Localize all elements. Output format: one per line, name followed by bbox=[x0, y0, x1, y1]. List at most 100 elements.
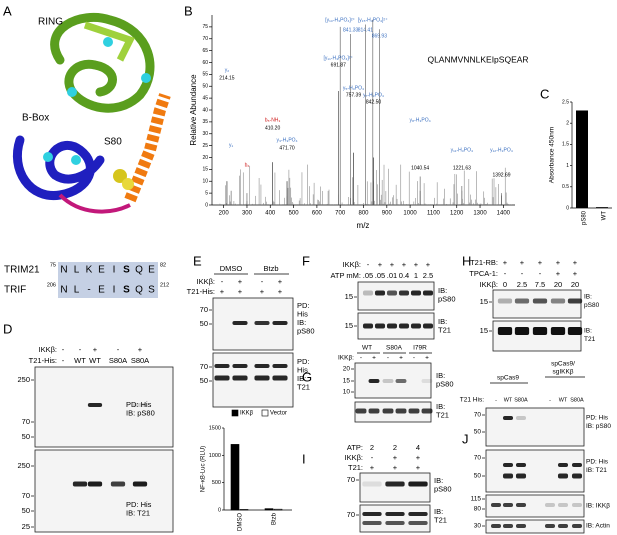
band bbox=[386, 323, 398, 329]
domain-label: B-Box bbox=[22, 113, 49, 124]
y-tick-label: 45 bbox=[202, 95, 208, 101]
lane-mark: + bbox=[426, 260, 431, 269]
y-axis-label: Absorbance 450nm bbox=[549, 127, 556, 183]
row-label: IKKβ: bbox=[197, 277, 216, 286]
residue-number: 82 bbox=[160, 262, 166, 268]
blot bbox=[485, 494, 585, 518]
lane-mark: 2 bbox=[370, 443, 374, 452]
peak-label: y₃-H₃PO₄ bbox=[276, 137, 297, 143]
band bbox=[385, 512, 405, 516]
group-label: I79R bbox=[413, 345, 427, 352]
y-tick-label: 15 bbox=[202, 167, 208, 173]
legend-label: Vector bbox=[270, 411, 287, 417]
residue: I bbox=[113, 285, 116, 296]
y-tick-label: 1500 bbox=[209, 425, 221, 431]
blot-label: His bbox=[297, 309, 308, 318]
blot bbox=[485, 519, 585, 534]
x-tick-label: 500 bbox=[289, 211, 300, 217]
mw-marker: 50 bbox=[200, 376, 208, 385]
band bbox=[515, 503, 527, 507]
band bbox=[355, 408, 367, 414]
mw-marker: 25 bbox=[22, 522, 30, 531]
band bbox=[408, 521, 428, 525]
y-tick-label: 55 bbox=[202, 72, 208, 78]
lane-mark: 2.5 bbox=[517, 280, 527, 289]
panel-letter: A bbox=[3, 3, 12, 18]
band bbox=[557, 463, 569, 467]
band bbox=[497, 298, 513, 304]
band bbox=[571, 463, 583, 467]
y-tick-label: 40 bbox=[202, 107, 208, 113]
blot-label: PD: bbox=[297, 357, 310, 366]
lane-mark: + bbox=[390, 260, 395, 269]
blot-label: T21 bbox=[438, 325, 451, 334]
protein-name: TRIM21 bbox=[4, 265, 40, 276]
lane-mark: + bbox=[260, 287, 265, 296]
x-tick-label: 300 bbox=[242, 211, 253, 217]
y-tick-label: 70 bbox=[202, 36, 208, 42]
band bbox=[254, 364, 270, 368]
peak-label: y₇-H₃PO₄ bbox=[363, 92, 384, 98]
residue: S bbox=[148, 285, 155, 296]
blot-label: IB: bbox=[434, 507, 443, 516]
peak-label: 841.33 bbox=[343, 27, 359, 33]
mw-marker: 250 bbox=[17, 461, 30, 470]
category-label: DMSO bbox=[238, 513, 244, 531]
y-tick-label: 0 bbox=[205, 202, 208, 208]
residue: L bbox=[74, 265, 80, 276]
band bbox=[410, 290, 422, 296]
mw-marker: 70 bbox=[200, 362, 208, 371]
band bbox=[362, 512, 382, 516]
band bbox=[132, 403, 148, 407]
blot-label: IB: pS80 bbox=[126, 408, 155, 417]
band bbox=[571, 473, 583, 479]
band bbox=[87, 481, 103, 487]
peak-label: y₈-H₃PO₄ bbox=[410, 117, 431, 123]
band bbox=[385, 521, 405, 525]
blot bbox=[359, 472, 431, 503]
band bbox=[232, 321, 248, 325]
y-tick-label: 2.5 bbox=[562, 99, 569, 105]
blot-label: pS80 bbox=[434, 484, 452, 493]
lane-mark: - bbox=[79, 345, 82, 354]
band bbox=[398, 290, 410, 296]
mw-marker: 115 bbox=[471, 496, 482, 503]
group-label: sgIKKβ bbox=[552, 369, 573, 376]
band bbox=[514, 327, 530, 335]
mw-marker: 70 bbox=[474, 455, 482, 462]
x-tick-label: 1400 bbox=[497, 211, 511, 217]
band bbox=[571, 503, 583, 507]
lane-mark: + bbox=[556, 269, 561, 278]
band bbox=[544, 524, 556, 528]
band bbox=[502, 473, 514, 479]
blot-label: IB: bbox=[436, 402, 445, 411]
residue: K bbox=[86, 265, 93, 276]
band bbox=[515, 416, 527, 420]
residue: Q bbox=[135, 265, 143, 276]
mw-marker: 50 bbox=[474, 473, 482, 480]
x-tick-label: 200 bbox=[219, 211, 230, 217]
band bbox=[515, 463, 527, 467]
bar bbox=[576, 110, 588, 208]
band bbox=[502, 503, 514, 507]
lane-mark: .05 bbox=[363, 271, 373, 280]
blot-label: IB: bbox=[438, 286, 447, 295]
lane-mark: - bbox=[261, 277, 264, 286]
legend-label: IKKβ bbox=[240, 411, 254, 417]
band bbox=[550, 327, 566, 335]
band bbox=[532, 327, 548, 335]
band bbox=[408, 481, 428, 487]
mw-marker: 70 bbox=[347, 475, 355, 484]
lane-mark: + bbox=[93, 345, 98, 354]
lane-mark: 20 bbox=[571, 280, 579, 289]
blot bbox=[34, 449, 174, 533]
y-tick-label: 10 bbox=[202, 179, 208, 185]
y-tick-label: 1000 bbox=[209, 453, 221, 459]
band bbox=[72, 481, 88, 487]
band bbox=[272, 375, 288, 381]
blot-label: PD: His bbox=[126, 400, 152, 409]
residue: N bbox=[60, 285, 67, 296]
blot-label: T21 bbox=[436, 410, 449, 419]
blot-label: PD: bbox=[297, 301, 310, 310]
x-tick-label: 1200 bbox=[450, 211, 464, 217]
